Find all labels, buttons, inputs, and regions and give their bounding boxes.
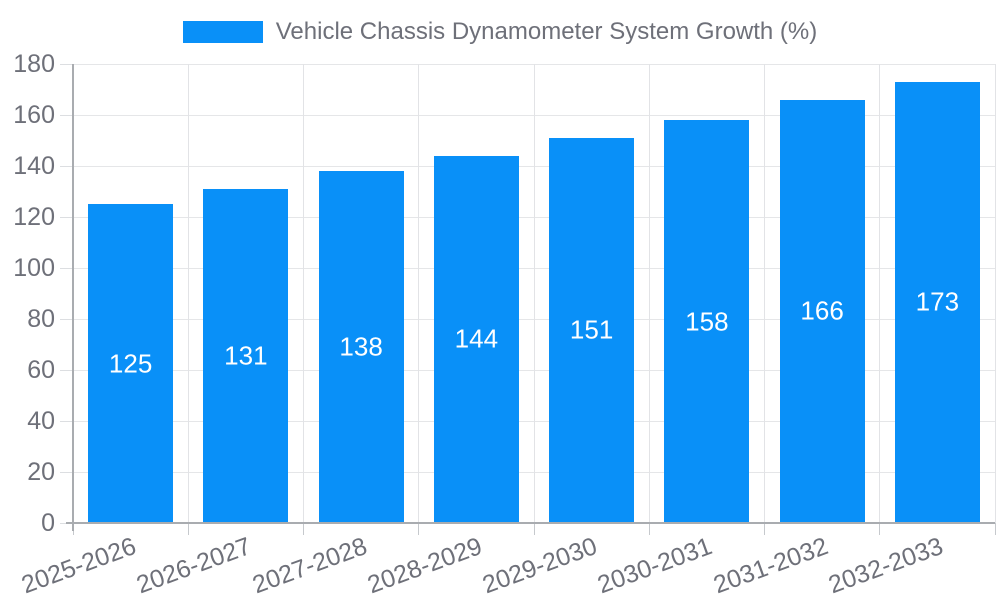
x-tick-label: 2031-2032 (709, 532, 832, 600)
x-tick-label: 2027-2028 (248, 532, 371, 600)
x-tick (879, 523, 881, 535)
x-tick-label: 2026-2027 (133, 532, 256, 600)
bar[interactable]: 166 (779, 99, 865, 523)
y-tick-label: 20 (27, 458, 55, 486)
bar-value-label: 166 (800, 295, 844, 326)
y-tick-label: 140 (13, 152, 55, 180)
x-tick-label: 2025-2026 (17, 532, 140, 600)
x-axis-line (66, 522, 995, 524)
x-tick (648, 523, 650, 535)
bar[interactable]: 131 (203, 188, 289, 523)
v-gridline (303, 64, 304, 523)
y-tick (60, 420, 73, 422)
legend[interactable]: Vehicle Chassis Dynamometer System Growt… (0, 19, 1000, 45)
bar-value-label: 138 (339, 331, 383, 362)
bar[interactable]: 138 (318, 171, 404, 523)
x-tick (994, 523, 996, 535)
bar-value-label: 144 (454, 323, 499, 354)
x-tick-label: 2030-2031 (594, 532, 717, 600)
y-tick-label: 100 (13, 254, 55, 282)
y-tick (60, 165, 73, 167)
y-tick-label: 40 (27, 407, 55, 435)
bar-value-label: 173 (915, 286, 960, 317)
v-gridline (533, 64, 535, 523)
y-tick (60, 63, 73, 65)
v-gridline (648, 64, 650, 523)
x-tick (533, 523, 535, 535)
v-gridline (764, 64, 765, 523)
v-gridline (187, 64, 189, 523)
y-tick-label: 160 (13, 101, 55, 129)
y-tick-label: 80 (27, 305, 55, 333)
v-gridline (418, 64, 420, 523)
x-tick (303, 523, 304, 535)
y-tick (60, 114, 73, 116)
bar-value-label: 131 (224, 340, 268, 371)
y-tick-label: 0 (41, 509, 55, 537)
y-tick (60, 318, 73, 320)
x-tick-label: 2029-2030 (478, 532, 601, 600)
y-tick (60, 369, 73, 371)
x-tick (418, 523, 420, 535)
bar[interactable]: 173 (894, 81, 980, 523)
y-tick-label: 120 (13, 203, 55, 231)
v-gridline (879, 64, 881, 523)
x-tick-label: 2032-2033 (824, 532, 947, 600)
bar[interactable]: 144 (433, 155, 519, 523)
bar-value-label: 158 (685, 306, 729, 337)
bar-value-label: 151 (569, 314, 614, 345)
legend-swatch-icon (182, 21, 263, 43)
y-tick-label: 60 (27, 356, 55, 384)
plot-area: 0 20 40 60 80 100 120 140 160 180 125 131 138 144 151 1… (13, 52, 996, 599)
bar[interactable]: 151 (549, 137, 635, 523)
x-tick (187, 523, 189, 535)
x-tick (764, 523, 765, 535)
y-tick (60, 471, 73, 473)
v-gridline (994, 64, 996, 523)
bar[interactable]: 125 (88, 204, 174, 523)
y-tick-label: 180 (13, 50, 55, 78)
x-tick-label: 2028-2029 (363, 532, 486, 600)
bar-value-label: 125 (108, 348, 153, 379)
y-tick (60, 216, 73, 218)
y-tick (60, 267, 73, 269)
bar[interactable]: 158 (664, 120, 750, 523)
legend-label: Vehicle Chassis Dynamometer System Growt… (275, 18, 818, 45)
y-axis-line (72, 64, 74, 531)
